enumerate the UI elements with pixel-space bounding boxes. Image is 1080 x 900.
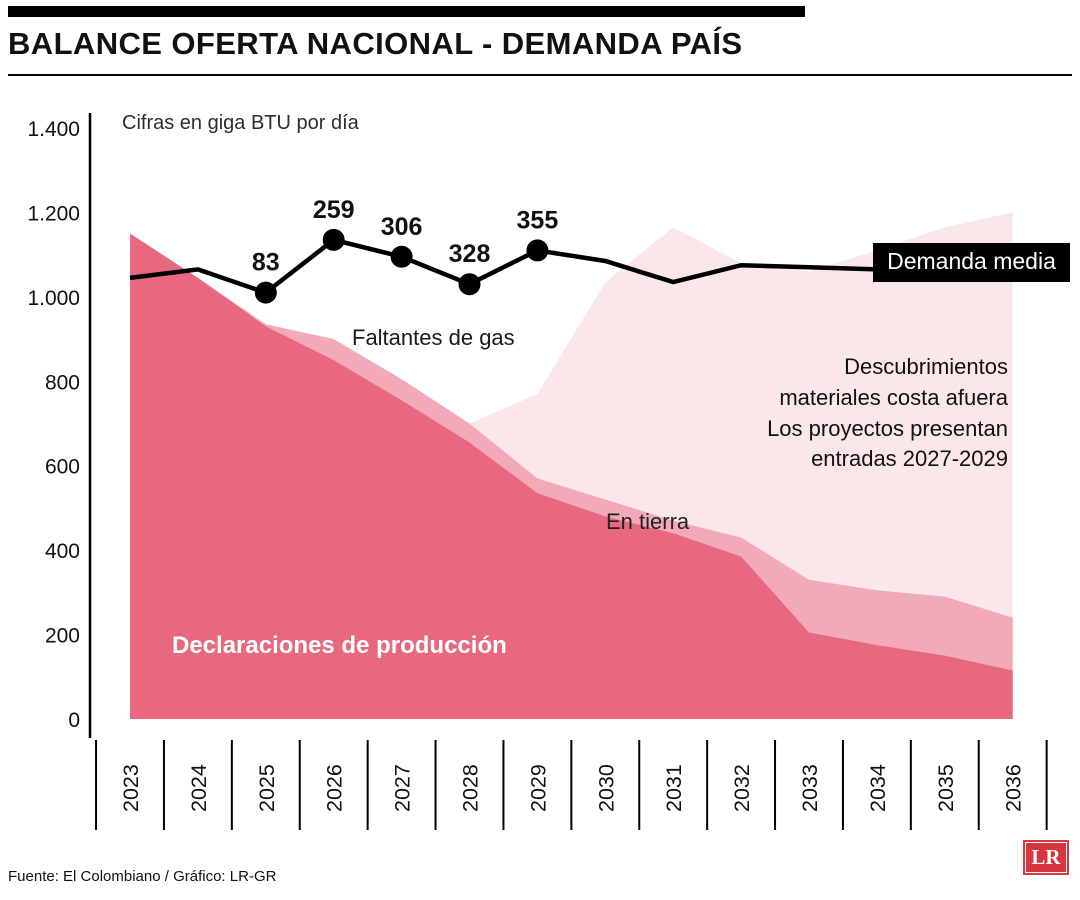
x-axis-label: 2028 — [459, 764, 483, 812]
data-point-dot — [322, 228, 345, 251]
page-title: BALANCE OFERTA NACIONAL - DEMANDA PAÍS — [8, 26, 743, 61]
y-axis-label: 200 — [45, 625, 80, 648]
offshore-discoveries-note: Descubrimientos materiales costa afuera … — [767, 354, 1008, 472]
x-axis-label: 2024 — [187, 764, 211, 812]
faltante-value-label: 306 — [381, 213, 423, 241]
x-axis-label: 2026 — [323, 764, 347, 812]
y-axis-label: 1.400 — [27, 118, 80, 141]
demanda-media-badge: Demanda media — [873, 243, 1070, 282]
title-divider — [8, 74, 1072, 76]
x-axis-label: 2036 — [1002, 764, 1026, 812]
chart-canvas: 0 200 400 600 800 1.000 1.200 1.400 2023 2024 2025… — [27, 113, 1048, 830]
faltante-value-label: 328 — [449, 240, 491, 268]
data-point-dot — [254, 281, 277, 304]
y-axis-label: 800 — [45, 371, 80, 394]
source-credit: Fuente: El Colombiano / Gráfico: LR-GR — [8, 868, 277, 885]
data-point-dot — [526, 239, 549, 262]
y-axis-label: 0 — [68, 709, 80, 732]
x-axis-label: 2032 — [730, 764, 754, 812]
unit-note: Cifras en giga BTU por día — [122, 112, 359, 134]
x-axis-label: 2029 — [526, 764, 550, 812]
x-axis-label: 2033 — [798, 764, 822, 812]
en-tierra-label: En tierra — [606, 509, 690, 534]
y-axis-label: 600 — [45, 456, 80, 479]
data-point-dot — [458, 273, 481, 296]
x-axis-label: 2023 — [119, 764, 143, 812]
x-axis-label: 2030 — [594, 764, 618, 812]
y-axis-label: 1.000 — [27, 287, 80, 310]
x-axis-label: 2035 — [934, 764, 958, 812]
y-axis-label: 400 — [45, 540, 80, 563]
x-axis-label: 2025 — [255, 764, 279, 812]
x-axis-label: 2027 — [391, 764, 415, 812]
declaraciones-produccion-label: Declaraciones de producción — [172, 632, 507, 659]
x-axis-label: 2031 — [662, 764, 686, 812]
area-declaraciones-de-produccion — [130, 233, 1013, 720]
title-top-bar — [8, 6, 805, 17]
lr-logo: LR — [1023, 840, 1069, 875]
faltantes-de-gas-label: Faltantes de gas — [352, 325, 515, 350]
x-axis-label: 2034 — [866, 764, 890, 812]
faltante-value-label: 355 — [517, 206, 559, 234]
faltante-value-label: 259 — [313, 196, 355, 224]
faltante-value-label: 83 — [252, 249, 280, 277]
data-point-dot — [390, 245, 413, 268]
y-axis-label: 1.200 — [27, 202, 80, 225]
demanda-media-line — [129, 237, 1013, 296]
